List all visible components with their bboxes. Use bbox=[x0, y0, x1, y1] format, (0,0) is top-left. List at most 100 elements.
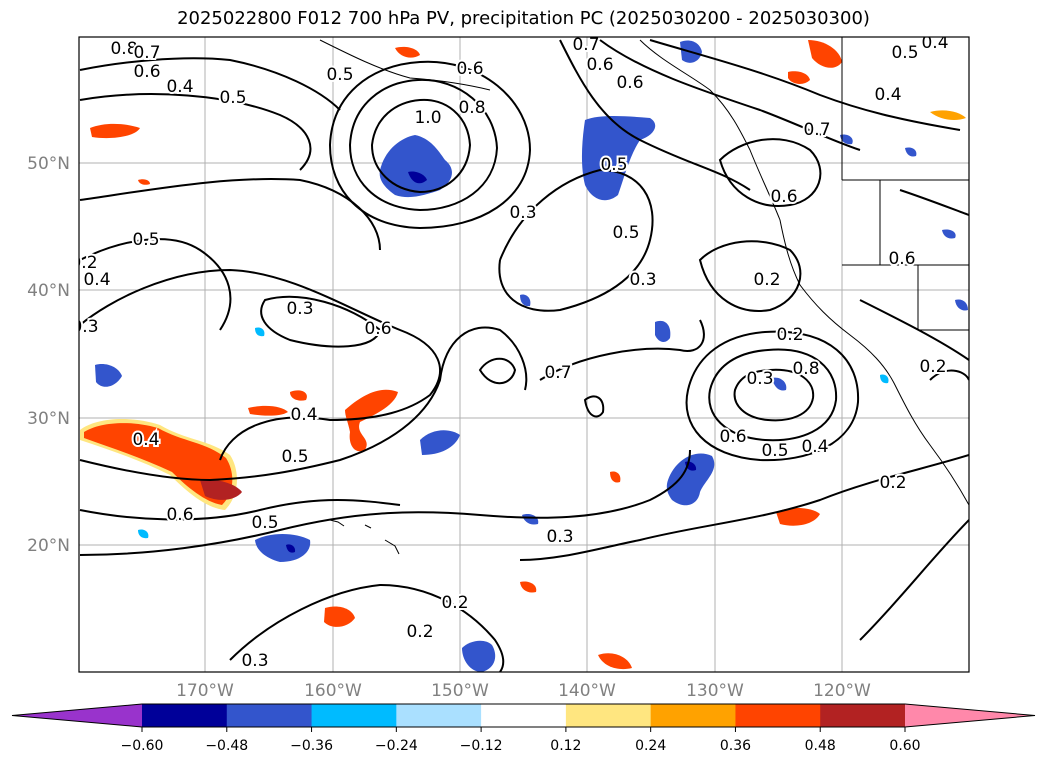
colorbar-tick-label: 0.36 bbox=[720, 738, 751, 754]
colorbar-tick-label: −0.36 bbox=[290, 738, 333, 754]
negative-anomaly-area bbox=[408, 171, 427, 184]
contour-label: 0.6 bbox=[770, 187, 797, 207]
contour-labels: 0.80.70.60.40.50.5 0.61.0 0.80.70.60.60.40… bbox=[70, 35, 951, 672]
contour-label: 0.5 bbox=[612, 223, 639, 243]
pv-contour-line bbox=[498, 168, 654, 312]
pv-contour-line bbox=[79, 499, 401, 521]
colorbar-tick-label: 0.12 bbox=[550, 738, 581, 754]
negative-anomaly-area bbox=[942, 229, 956, 239]
contour-label: 0.5 bbox=[251, 513, 278, 533]
pv-contour-line bbox=[328, 60, 532, 230]
lon-label: 150°W bbox=[431, 681, 489, 701]
pv-contour-line bbox=[79, 326, 528, 482]
contour-label: 0.6 bbox=[456, 59, 483, 79]
contour-label: 0.7 bbox=[803, 120, 830, 140]
pv-contour-line bbox=[79, 93, 312, 171]
negative-anomaly-area bbox=[520, 294, 531, 307]
contour-label: 0.7 bbox=[133, 43, 160, 63]
contour-label: 0.5 bbox=[600, 155, 627, 175]
pv-contour-line bbox=[899, 189, 969, 216]
lat-label: 20°N bbox=[27, 536, 70, 556]
positive-anomaly-area bbox=[200, 479, 242, 500]
map-area[interactable] bbox=[79, 37, 969, 672]
negative-anomaly-area bbox=[772, 377, 787, 391]
pv-contour-line bbox=[260, 295, 382, 348]
pv-contour-line bbox=[649, 39, 961, 131]
colorbar-segment bbox=[565, 704, 652, 727]
colorbar-tick-label: 0.24 bbox=[635, 738, 666, 754]
colorbar-segment bbox=[820, 704, 906, 727]
contour-label: 0.8 bbox=[110, 39, 137, 59]
pv-contour-line bbox=[559, 39, 751, 191]
contour-label: 0.6 bbox=[364, 319, 391, 339]
pv-contour-line bbox=[79, 178, 381, 251]
longitude-labels: 170°W 160°W 150°W 140°W 130°W 120°W bbox=[176, 681, 871, 701]
colorbar-segment bbox=[650, 704, 736, 727]
lon-label: 130°W bbox=[686, 681, 744, 701]
lon-label: 170°W bbox=[176, 681, 234, 701]
positive-anomaly-area bbox=[345, 389, 398, 452]
contour-label: 0.8 bbox=[458, 98, 485, 118]
pv-contour-line bbox=[583, 395, 605, 418]
contour-label: 0.2 bbox=[441, 593, 468, 613]
contour-label: 0.4 bbox=[166, 77, 193, 97]
negative-anomaly-area bbox=[666, 453, 715, 506]
negative-anomaly-area bbox=[379, 135, 452, 198]
pv-contour-line bbox=[519, 454, 969, 561]
negative-anomaly-area bbox=[462, 640, 496, 672]
negative-anomaly-area bbox=[955, 299, 968, 311]
pv-contour-line bbox=[79, 57, 341, 111]
contour-label: 0.3 bbox=[241, 651, 268, 671]
coastline bbox=[319, 39, 491, 91]
contour-label: 0.3 bbox=[629, 270, 656, 290]
colorbar-segment bbox=[142, 704, 228, 727]
colorbar-segment bbox=[311, 704, 397, 727]
positive-anomaly-area bbox=[90, 123, 140, 139]
contour-label: 0.6 bbox=[719, 427, 746, 447]
contour-label: 0.4 bbox=[290, 405, 317, 425]
colorbar-tick-label: −0.24 bbox=[375, 738, 418, 754]
contour-label: 0.6 bbox=[888, 249, 915, 269]
colorbar-tick-label: −0.48 bbox=[205, 738, 248, 754]
positive-anomaly-area bbox=[138, 179, 150, 185]
pv-contour-line bbox=[79, 268, 441, 461]
pv-contour-line bbox=[478, 357, 517, 385]
contour-label: 0.5 bbox=[281, 447, 308, 467]
positive-anomaly-area bbox=[930, 110, 966, 120]
negative-anomaly-area bbox=[138, 529, 149, 539]
coastline bbox=[329, 519, 400, 555]
colorbar-extension-high bbox=[905, 704, 1035, 727]
latitude-labels: 50°N 40°N 30°N 20°N bbox=[27, 154, 70, 556]
contour-label: 0.5 bbox=[761, 441, 788, 461]
positive-anomaly-area bbox=[248, 405, 288, 416]
pv-contour-line bbox=[539, 319, 705, 381]
contour-label: 0.3 bbox=[546, 527, 573, 547]
negative-anomaly-area bbox=[420, 430, 460, 455]
negative-anomaly-area bbox=[655, 320, 671, 342]
contour-label: 0.3 bbox=[509, 203, 536, 223]
coastline bbox=[639, 39, 969, 506]
colorbar-tick-label: 0.60 bbox=[889, 738, 920, 754]
lon-label: 140°W bbox=[558, 681, 616, 701]
pv-contour-line bbox=[348, 78, 499, 212]
contour-label: 0.2 bbox=[406, 622, 433, 642]
coastlines bbox=[319, 37, 969, 555]
contour-label: 0.2 bbox=[70, 253, 97, 273]
lat-label: 40°N bbox=[27, 281, 70, 301]
map-frame bbox=[78, 36, 970, 673]
contour-label: 0.7 bbox=[572, 35, 599, 55]
pv-contour-line bbox=[79, 238, 232, 331]
pv-contour-line bbox=[685, 330, 860, 462]
colorbar-segment bbox=[481, 704, 567, 727]
contour-label: 0.2 bbox=[753, 270, 780, 290]
colorbar-extension-low bbox=[12, 704, 142, 727]
negative-anomaly-area bbox=[286, 544, 296, 553]
contour-label: 0.4 bbox=[801, 437, 828, 457]
contour-label: 0.7 bbox=[544, 363, 571, 383]
negative-anomaly-area bbox=[905, 147, 917, 157]
contour-label: 0.5 bbox=[891, 43, 918, 63]
negative-anomaly-area bbox=[840, 134, 853, 145]
coastline bbox=[917, 265, 969, 331]
colorbar bbox=[11, 703, 1036, 728]
positive-anomaly-area bbox=[84, 423, 233, 505]
